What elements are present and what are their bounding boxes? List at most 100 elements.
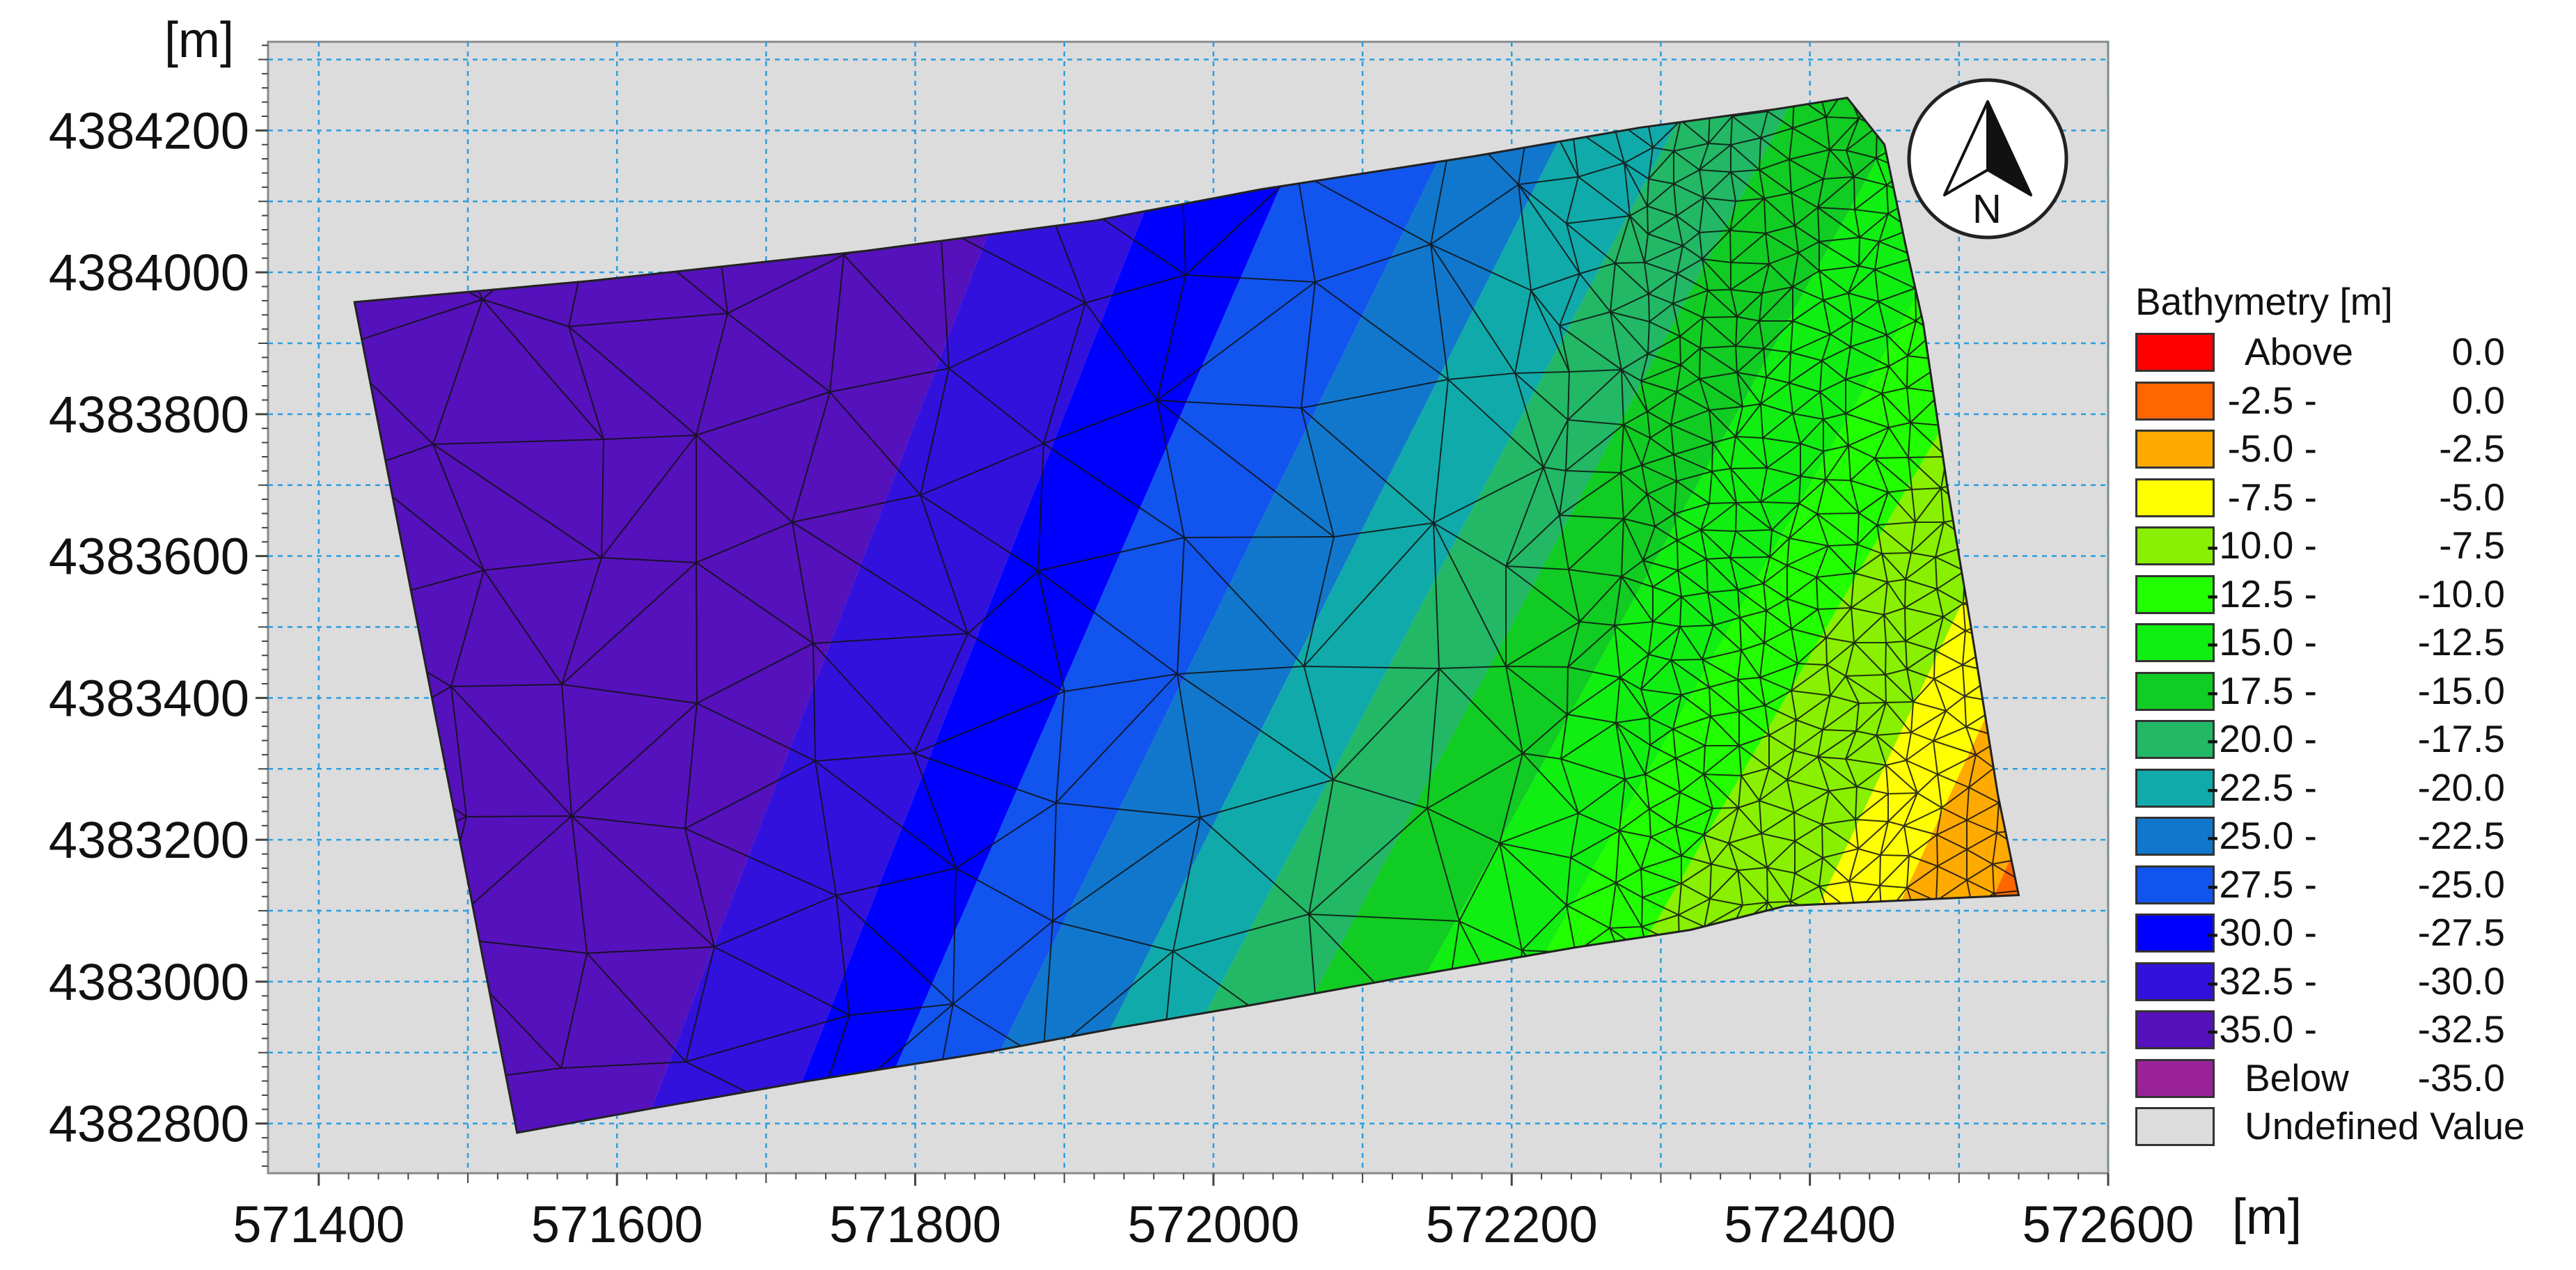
y-tick-label: 4383600 xyxy=(49,528,249,586)
y-axis-unit: [m] xyxy=(164,13,234,68)
legend-swatch xyxy=(2135,817,2215,856)
legend-item: -2.5 - 0.0 xyxy=(2129,376,2575,425)
legend-swatch xyxy=(2135,1058,2215,1098)
legend-range-low: -2.5 - xyxy=(2227,378,2317,422)
legend-swatch xyxy=(2135,671,2215,711)
legend: Bathymetry [m] Above 0.0 -2.5 -0.0 -5.0 - -2… xyxy=(2129,276,2575,1150)
legend-range-low: -25.0 - xyxy=(2206,814,2317,857)
x-tick-label: 571600 xyxy=(531,1195,703,1253)
legend-item: Above 0.0 xyxy=(2129,327,2575,376)
legend-range-low: Below xyxy=(2245,1056,2349,1099)
legend-range-low: -5.0 - xyxy=(2227,427,2317,470)
legend-item: -7.5 - -5.0 xyxy=(2129,473,2575,522)
x-tick-label: 571800 xyxy=(829,1195,1001,1253)
legend-range-low: Above xyxy=(2245,330,2353,373)
depth-band xyxy=(1511,97,2019,1133)
legend-range-high: -12.5 xyxy=(2417,620,2505,664)
legend-swatch xyxy=(2135,1010,2215,1049)
legend-swatch xyxy=(2135,430,2215,469)
x-axis-unit: [m] xyxy=(2232,1189,2302,1245)
legend-range-low: -20.0 - xyxy=(2206,717,2317,760)
north-label: N xyxy=(1972,187,2002,232)
legend-item: -27.5 - -25.0 xyxy=(2129,860,2575,909)
legend-title: Bathymetry [m] xyxy=(2135,280,2393,323)
legend-item: -12.5 - -10.0 xyxy=(2129,570,2575,618)
legend-swatch xyxy=(2135,865,2215,904)
legend-swatch xyxy=(2135,333,2215,372)
legend-item: -32.5 - -30.0 xyxy=(2129,957,2575,1005)
y-tick-label: 4383800 xyxy=(49,386,249,444)
legend-swatch xyxy=(2135,914,2215,952)
legend-swatch xyxy=(2135,381,2215,421)
legend-range-low: -27.5 - xyxy=(2206,862,2317,906)
legend-swatch xyxy=(2135,768,2215,808)
depth-band xyxy=(1775,97,2019,1133)
legend-range-low: -35.0 - xyxy=(2206,1008,2317,1051)
legend-swatch xyxy=(2135,1107,2215,1146)
legend-item: -35.0 - -32.5 xyxy=(2129,1005,2575,1053)
legend-range-high: -25.0 xyxy=(2417,862,2505,906)
legend-swatch xyxy=(2135,623,2215,662)
depth-band xyxy=(1037,97,1720,1133)
legend-range-high: -32.5 xyxy=(2417,1008,2505,1051)
legend-swatch xyxy=(2135,574,2215,614)
legend-swatch xyxy=(2135,962,2215,1001)
legend-item: -30.0 - -27.5 xyxy=(2129,908,2575,957)
legend-range-high: -22.5 xyxy=(2417,814,2505,857)
legend-range-high: -27.5 xyxy=(2417,911,2505,954)
legend-range-high: -20.0 xyxy=(2417,765,2505,809)
x-axis-labels: 571400 571600 571800 572000 572200 572400 5726… xyxy=(233,1195,2194,1253)
x-tick-label: 571400 xyxy=(233,1195,405,1253)
legend-range-low: -15.0 - xyxy=(2206,620,2317,664)
legend-item: -22.5 - -20.0 xyxy=(2129,763,2575,812)
legend-range-high: -10.0 xyxy=(2417,572,2505,616)
legend-item: -10.0 - -7.5 xyxy=(2129,521,2575,570)
legend-label: Undefined Value xyxy=(2245,1104,2525,1147)
depth-band xyxy=(766,97,1344,1133)
depth-band xyxy=(627,97,1211,1133)
domain-outline xyxy=(353,96,2020,1134)
north-arrow-icon xyxy=(1943,100,2032,196)
legend-swatch xyxy=(2135,720,2215,759)
depth-band xyxy=(1316,97,2019,1133)
y-axis-labels: 4382800 4383000 4383200 4383400 4383600 43838… xyxy=(49,102,249,1152)
legend-item: -15.0 - -12.5 xyxy=(2129,618,2575,666)
north-arrow: N xyxy=(1907,78,2068,240)
y-tick-label: 4382800 xyxy=(49,1095,249,1153)
legend-item: -25.0 - -22.5 xyxy=(2129,811,2575,860)
legend-item: -20.0 - -17.5 xyxy=(2129,714,2575,763)
depth-band xyxy=(1121,97,1824,1133)
x-tick-label: 572600 xyxy=(2023,1195,2194,1253)
depth-band xyxy=(1218,97,1942,1133)
legend-swatch xyxy=(2135,478,2215,517)
legend-range-high: -7.5 xyxy=(2439,524,2505,567)
legend-range-low: -32.5 - xyxy=(2206,959,2317,1003)
legend-range-high: -15.0 xyxy=(2417,668,2505,712)
y-tick-label: 4384000 xyxy=(49,244,249,301)
legend-range-high: -30.0 xyxy=(2417,959,2505,1003)
legend-range-low: -22.5 - xyxy=(2206,765,2317,809)
legend-range-high: -5.0 xyxy=(2439,475,2505,519)
legend-range-high: -2.5 xyxy=(2439,427,2505,470)
legend-item: Undefined Value xyxy=(2129,1102,2575,1150)
y-tick-label: 4384200 xyxy=(49,102,249,159)
legend-item: -17.5 - -15.0 xyxy=(2129,666,2575,715)
x-tick-label: 572000 xyxy=(1127,1195,1299,1253)
legend-range-low: -12.5 - xyxy=(2206,572,2317,616)
legend-range-high: -35.0 xyxy=(2417,1056,2505,1099)
legend-range-high: -17.5 xyxy=(2417,717,2505,760)
y-tick-label: 4383000 xyxy=(49,953,249,1011)
legend-range-high: 0.0 xyxy=(2451,330,2505,373)
legend-range-low: -30.0 - xyxy=(2206,911,2317,954)
legend-range-high: 0.0 xyxy=(2451,378,2505,422)
y-tick-label: 4383200 xyxy=(49,811,249,869)
depth-band xyxy=(849,97,1497,1133)
legend-swatch xyxy=(2135,526,2215,565)
legend-range-low: -17.5 - xyxy=(2206,668,2317,712)
x-tick-label: 572200 xyxy=(1426,1195,1598,1253)
legend-item: Below -35.0 xyxy=(2129,1053,2575,1102)
axis-ticks xyxy=(256,45,2110,1186)
y-tick-label: 4383400 xyxy=(49,669,249,727)
depth-band xyxy=(1873,97,2019,1133)
